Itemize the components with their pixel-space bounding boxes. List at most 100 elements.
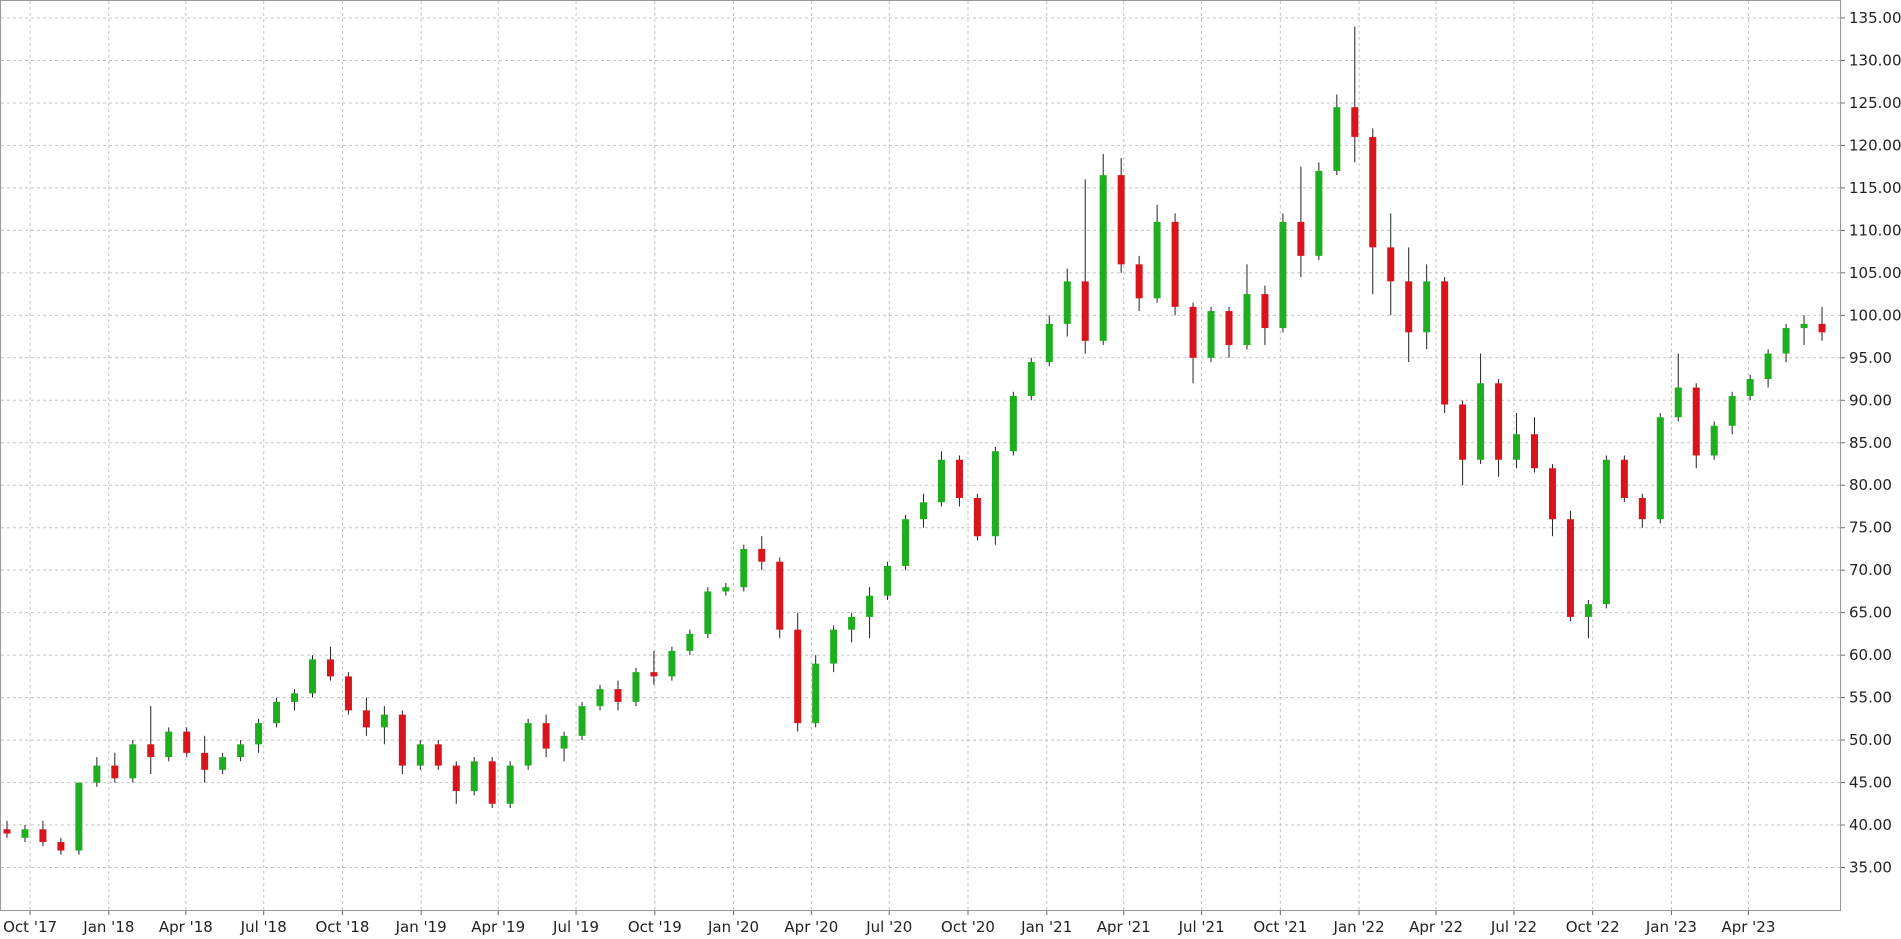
x-tick-label: Apr '22 xyxy=(1409,918,1463,935)
candle-up xyxy=(866,587,874,639)
candle-body xyxy=(1243,294,1251,346)
candle-down xyxy=(3,820,11,838)
candle-up xyxy=(830,625,838,673)
candle-up xyxy=(1674,353,1682,422)
candle-down xyxy=(1495,379,1503,477)
candle-up xyxy=(1333,94,1341,176)
candle-body xyxy=(1620,459,1628,498)
candle-up xyxy=(686,629,694,656)
candle-body xyxy=(722,587,730,592)
y-tick-label: 105.00 xyxy=(1849,264,1901,282)
candle-up xyxy=(560,731,568,762)
candle-body xyxy=(1530,434,1538,469)
candle-up xyxy=(1009,391,1017,456)
candle-down xyxy=(1405,247,1413,363)
candle-body xyxy=(1117,175,1125,265)
candle-up xyxy=(1584,599,1592,639)
candle-body xyxy=(1692,387,1700,456)
candle-body xyxy=(1477,383,1485,460)
candle-body xyxy=(1656,417,1664,520)
candle-down xyxy=(326,646,334,681)
candle-up xyxy=(578,701,586,741)
candle-body xyxy=(1135,264,1143,299)
candle-body xyxy=(1495,383,1503,460)
candle-up xyxy=(237,740,245,762)
candle-body xyxy=(1189,306,1197,358)
candle-body xyxy=(596,689,604,707)
y-tick-label: 40.00 xyxy=(1849,816,1892,834)
candle-up xyxy=(1099,153,1107,346)
candle-down xyxy=(1369,128,1377,295)
candle-body xyxy=(650,672,658,677)
candle-body xyxy=(434,744,442,766)
candle-body xyxy=(668,650,676,677)
candle-body xyxy=(776,561,784,630)
candle-up xyxy=(1782,323,1790,363)
candle-body xyxy=(758,548,766,562)
candle-body xyxy=(1746,379,1754,397)
candle-up xyxy=(704,587,712,639)
y-tick-label: 75.00 xyxy=(1849,519,1892,537)
candle-up xyxy=(1207,306,1215,363)
x-tick-label: Jan '22 xyxy=(1333,918,1385,935)
candle-body xyxy=(201,752,209,770)
candle-down xyxy=(452,761,460,804)
candle-body xyxy=(794,629,802,724)
candle-body xyxy=(1261,294,1269,329)
candle-body xyxy=(1081,281,1089,341)
candle-down xyxy=(398,710,406,775)
plot-frame xyxy=(0,0,1841,911)
candle-up xyxy=(1063,268,1071,337)
candle-body xyxy=(1171,221,1179,307)
x-tick-label: Apr '21 xyxy=(1097,918,1151,935)
candle-body xyxy=(740,548,748,588)
candle-body xyxy=(273,701,281,724)
y-tick-label: 55.00 xyxy=(1849,689,1892,707)
candle-body xyxy=(1764,353,1772,380)
candle-down xyxy=(1351,26,1359,163)
candle-down xyxy=(57,837,65,855)
candle-body xyxy=(1710,425,1718,456)
candle-body xyxy=(1279,221,1287,329)
y-tick-label: 95.00 xyxy=(1849,349,1892,367)
candle-body xyxy=(1297,221,1305,256)
candle-body xyxy=(830,629,838,664)
candle-body xyxy=(1315,170,1323,256)
x-tick-label: Jul '18 xyxy=(240,918,287,935)
candle-body xyxy=(1063,281,1071,324)
x-tick-label: Jan '21 xyxy=(1020,918,1072,935)
candle-up xyxy=(1477,353,1485,464)
candle-up xyxy=(1279,213,1287,333)
candle-down xyxy=(1459,400,1467,486)
x-tick-label: Jul '22 xyxy=(1490,918,1537,935)
candle-up xyxy=(1710,421,1718,460)
candle-body xyxy=(506,765,514,804)
x-tick-label: Jul '21 xyxy=(1178,918,1225,935)
grid-lines xyxy=(1,1,1840,910)
candle-body xyxy=(452,765,460,792)
candle-up xyxy=(1243,264,1251,350)
candle-down xyxy=(1261,285,1269,346)
candle-down xyxy=(1297,166,1305,278)
y-tick-label: 85.00 xyxy=(1849,434,1892,452)
x-tick-label: Oct '21 xyxy=(1253,918,1307,935)
candle-up xyxy=(884,561,892,600)
candle-down xyxy=(488,757,496,809)
x-tick-label: Jan '18 xyxy=(82,918,134,935)
y-tick-label: 60.00 xyxy=(1849,646,1892,664)
candle-up xyxy=(722,582,730,596)
candle-down xyxy=(1692,383,1700,469)
candlestick-series xyxy=(3,26,1826,855)
y-tick-label: 100.00 xyxy=(1849,306,1901,324)
candle-up xyxy=(902,514,910,571)
candle-up xyxy=(219,752,227,775)
candle-body xyxy=(1728,396,1736,426)
y-tick-label: 135.00 xyxy=(1849,9,1901,27)
x-tick-label: Apr '20 xyxy=(784,918,838,935)
y-tick-label: 110.00 xyxy=(1849,221,1901,239)
candle-body xyxy=(147,744,155,758)
candle-body xyxy=(129,744,137,779)
candle-up xyxy=(1315,162,1323,261)
